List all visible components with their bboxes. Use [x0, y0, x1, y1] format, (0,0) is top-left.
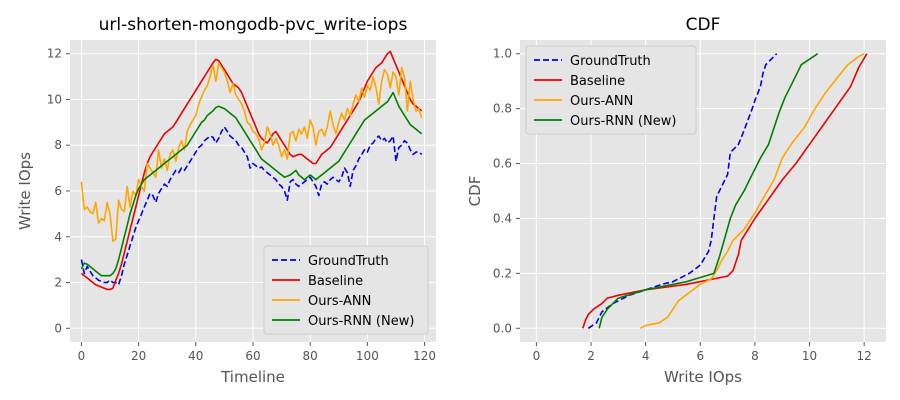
chart-title: CDF: [686, 15, 721, 35]
y-tick-label: 12: [47, 47, 62, 61]
x-tick-label: 40: [188, 349, 203, 363]
legend-label: Ours-ANN: [570, 94, 633, 109]
legend-label: Baseline: [308, 274, 363, 289]
y-axis-label: Write IOps: [16, 152, 34, 230]
series-line-ours-rnn-new: [80, 91, 423, 277]
x-axis-label: Timeline: [220, 368, 285, 386]
x-tick-label: 8: [751, 349, 759, 363]
series-line-baseline: [582, 53, 868, 329]
series-line-baseline: [80, 50, 423, 291]
y-tick-label: 8: [54, 138, 62, 152]
legend-label: Ours-ANN: [308, 294, 371, 309]
legend-label: GroundTruth: [308, 254, 389, 269]
x-tick-label: 60: [245, 349, 260, 363]
x-axis-label: Write IOps: [664, 368, 742, 386]
legend-label: GroundTruth: [570, 54, 651, 69]
y-tick-label: 6: [54, 184, 62, 198]
series-line-ours-ann: [80, 62, 423, 243]
y-tick-label: 1.0: [493, 47, 512, 61]
y-tick-label: 2: [54, 276, 62, 290]
y-tick-label: 0.6: [493, 157, 512, 171]
legend-label: Baseline: [570, 74, 625, 89]
legend-box: [263, 245, 429, 335]
series-line-groundtruth: [80, 126, 423, 286]
x-tick-label: 20: [131, 349, 146, 363]
y-axis-label: CDF: [466, 176, 484, 207]
x-tick-label: 120: [413, 349, 436, 363]
y-tick-label: 0.4: [493, 211, 512, 225]
series-line-ours-ann: [639, 52, 865, 330]
legend-box: [525, 45, 697, 135]
x-tick-label: 0: [533, 349, 541, 363]
x-tick-label: 12: [857, 349, 872, 363]
chart-panel-1: 0 20 40 60 80 100 120 0 2 4 6 8 10 12 url-shorten-mong…: [16, 15, 436, 386]
y-tick-label: 0.8: [493, 102, 512, 116]
y-tick-label: 10: [47, 92, 62, 106]
x-tick-label: 6: [696, 349, 704, 363]
x-tick-label: 10: [802, 349, 817, 363]
x-tick-label: 4: [642, 349, 650, 363]
legend: GroundTruth Baseline Ours-ANN Ours-RNN (New…: [525, 45, 697, 135]
chart-panel-2: 0 2 4 6 8 10 12 0.0 0.2 0.4 0.6 0.8 1.0 CDF Write IOps…: [466, 15, 886, 386]
y-tick-label: 4: [54, 230, 62, 244]
legend: GroundTruth Baseline Ours-ANN Ours-RNN (New…: [263, 245, 429, 335]
legend-label: Ours-RNN (New): [570, 114, 676, 129]
legend-label: Ours-RNN (New): [308, 314, 414, 329]
x-tick-label: 0: [78, 349, 86, 363]
chart-title: url-shorten-mongodb-pvc_write-iops: [99, 15, 408, 35]
x-tick-label: 100: [356, 349, 379, 363]
y-tick-label: 0: [54, 321, 62, 335]
y-tick-label: 0.2: [493, 266, 512, 280]
x-tick-label: 80: [303, 349, 318, 363]
x-tick-label: 2: [587, 349, 595, 363]
series-line-ours-rnn-new: [598, 53, 819, 329]
y-tick-label: 0.0: [493, 321, 512, 335]
